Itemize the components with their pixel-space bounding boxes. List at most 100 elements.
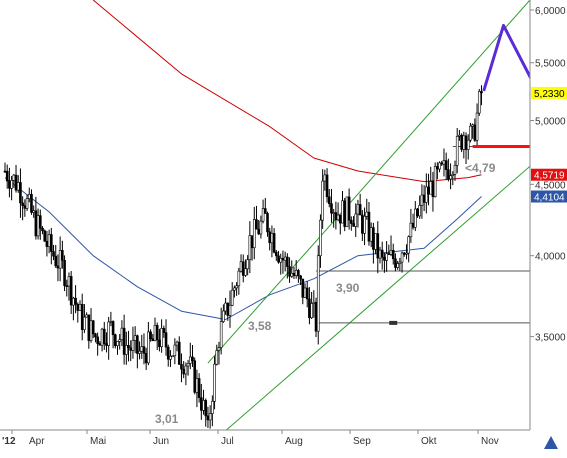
candle-body bbox=[255, 219, 258, 230]
candle-body bbox=[361, 214, 364, 234]
candle-body bbox=[72, 297, 75, 306]
candle-body bbox=[290, 273, 294, 277]
candle-body bbox=[268, 231, 272, 244]
candle-body bbox=[436, 166, 439, 170]
candle-body bbox=[122, 327, 126, 355]
candle-body bbox=[341, 200, 344, 224]
candle-body bbox=[378, 249, 382, 259]
candle-body bbox=[193, 360, 197, 393]
candle-body bbox=[447, 169, 450, 180]
candle-body bbox=[21, 202, 24, 206]
candle-body bbox=[52, 251, 55, 257]
candle-body bbox=[316, 255, 320, 332]
y-tick-label: 3,5000 bbox=[535, 333, 566, 344]
candle-body bbox=[275, 251, 278, 257]
candle-body bbox=[433, 166, 437, 197]
candle-body bbox=[217, 347, 221, 351]
candle-body bbox=[202, 400, 205, 411]
candle-body bbox=[292, 273, 296, 276]
annotation-label: 3,01 bbox=[155, 412, 179, 426]
candle-body bbox=[409, 222, 413, 238]
candle-body bbox=[383, 256, 386, 261]
candle-body bbox=[142, 346, 146, 354]
candle-body bbox=[400, 252, 404, 263]
candle-body bbox=[23, 205, 27, 209]
candle-body bbox=[442, 160, 446, 165]
candle-body bbox=[345, 196, 349, 227]
candle-body bbox=[352, 223, 355, 227]
annotation-label: <4,79 bbox=[465, 161, 496, 175]
candle-body bbox=[111, 321, 115, 336]
candle-body bbox=[391, 249, 395, 260]
candle-body bbox=[369, 227, 373, 242]
candle-body bbox=[420, 194, 424, 206]
candle-body bbox=[200, 397, 203, 411]
candle-body bbox=[38, 215, 42, 229]
candle-body bbox=[169, 355, 172, 360]
candle-body bbox=[94, 333, 97, 338]
candle-body bbox=[177, 341, 181, 365]
candle-body bbox=[182, 368, 185, 375]
candle-body bbox=[425, 186, 428, 203]
candle-body bbox=[239, 261, 243, 272]
x-tick-label: Nov bbox=[481, 436, 499, 447]
candle-body bbox=[69, 276, 73, 306]
candle-body bbox=[45, 240, 49, 247]
candle-body bbox=[50, 234, 53, 252]
candle-body bbox=[252, 219, 256, 249]
candle-body bbox=[83, 316, 86, 330]
candle-body bbox=[8, 180, 11, 189]
candle-body bbox=[480, 91, 483, 94]
candle-body bbox=[321, 180, 324, 221]
candle-body bbox=[363, 215, 366, 234]
candle-body bbox=[34, 210, 38, 237]
y-tick-label: 5,5000 bbox=[535, 59, 566, 70]
candle-body bbox=[208, 413, 212, 421]
y-tick-label: 5,0000 bbox=[535, 116, 566, 127]
candle-body bbox=[374, 233, 377, 250]
candle-body bbox=[25, 198, 29, 209]
candle-body bbox=[308, 298, 311, 319]
candle-body bbox=[237, 270, 241, 287]
candle-body bbox=[162, 328, 166, 333]
candle-body bbox=[105, 343, 108, 346]
price-label-bg bbox=[531, 86, 567, 99]
candle-body bbox=[402, 252, 406, 255]
candle-body bbox=[297, 270, 300, 277]
candle-body bbox=[191, 356, 194, 362]
price-label-text: 4,4104 bbox=[534, 193, 565, 204]
candle-body bbox=[277, 255, 280, 263]
candle-body bbox=[416, 208, 419, 217]
candle-body bbox=[222, 310, 225, 322]
candle-body bbox=[350, 219, 353, 224]
candle-body bbox=[213, 363, 216, 402]
candle-body bbox=[444, 160, 448, 170]
candle-body bbox=[16, 182, 20, 191]
candle-body bbox=[89, 320, 93, 341]
candle-body bbox=[197, 378, 201, 399]
candle-body bbox=[466, 139, 470, 150]
channel-line-2 bbox=[225, 165, 530, 430]
candle-body bbox=[270, 233, 274, 244]
candle-body bbox=[113, 334, 117, 346]
candle-body bbox=[327, 196, 331, 204]
candle-body bbox=[184, 365, 188, 375]
candle-body bbox=[133, 335, 137, 341]
candle-body bbox=[257, 228, 260, 235]
x-tick-label: Mai bbox=[90, 436, 106, 447]
projection-path bbox=[482, 23, 530, 92]
candle-body bbox=[58, 250, 62, 269]
candle-body bbox=[87, 314, 91, 341]
candle-body bbox=[372, 227, 375, 250]
candle-body bbox=[166, 346, 170, 360]
x-year-label: '12 bbox=[2, 436, 16, 447]
candle-body bbox=[56, 265, 60, 269]
price-label-text: 5,2330 bbox=[534, 89, 565, 100]
candle-body bbox=[164, 332, 168, 348]
candle-body bbox=[118, 339, 122, 342]
candle-body bbox=[5, 170, 9, 182]
annotation-label: 3,90 bbox=[336, 281, 360, 295]
y-tick-label: 4,0000 bbox=[535, 252, 566, 263]
candle-body bbox=[158, 339, 161, 348]
candle-body bbox=[120, 327, 124, 340]
